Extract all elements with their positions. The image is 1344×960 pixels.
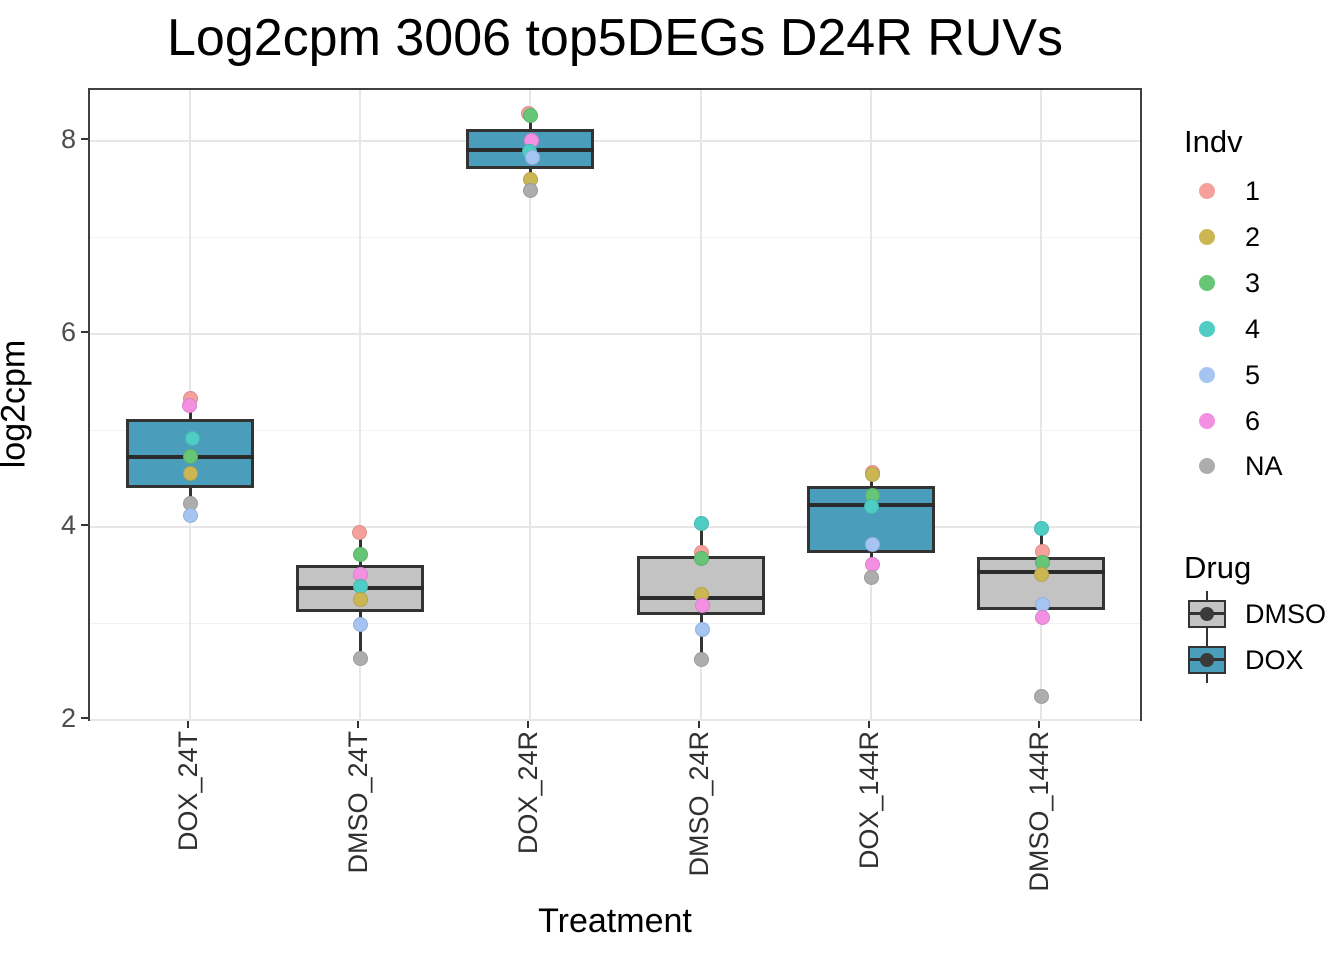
jitter-point-indv-4 [184,430,200,446]
jitter-point-indv-4 [1033,521,1049,537]
gridline-minor [90,430,1140,431]
legend-indv-label: 3 [1245,267,1261,298]
jitter-point-indv-5 [182,507,198,523]
legend-indv-swatch-NA [1199,458,1215,475]
jitter-point-indv-4 [693,515,709,531]
jitter-point-indv-NA [1033,689,1049,705]
gridline-minor [90,237,1140,238]
x-tick-label: DOX_144R [854,731,993,869]
jitter-point-indv-3 [182,449,198,465]
gridline-vertical [1040,90,1042,719]
legend-key-point [1200,653,1214,667]
legend-indv-swatch-3 [1199,274,1215,291]
x-tick-mark [1038,721,1040,728]
jitter-point-indv-5 [352,616,368,632]
legend-indv-swatch-2 [1199,228,1215,245]
jitter-point-indv-3 [522,108,538,124]
jitter-point-indv-6 [1034,610,1050,626]
legend-drug-key-DOX [1188,637,1226,683]
y-tick-label: 4 [60,510,76,540]
y-tick-mark [81,331,88,333]
legend-drug-key-DMSO [1188,591,1226,637]
legend-indv-title: Indv [1184,124,1243,159]
jitter-point-indv-1 [351,525,367,541]
legend-drug-label: DOX [1245,645,1304,675]
jitter-point-indv-5 [694,621,710,637]
legend-drug-label: DMSO [1245,599,1326,629]
jitter-point-indv-NA [693,651,709,667]
x-tick-mark [527,721,529,728]
chart-panel [88,88,1142,721]
x-tick-label: DMSO_24T [343,731,487,874]
y-tick-label: 2 [60,703,76,733]
x-tick-label: DMSO_144R [1024,731,1186,892]
y-tick-mark [81,524,88,526]
gridline-vertical [529,90,531,719]
x-tick-label-text: DOX_144R [854,731,884,870]
x-tick-label-text: DMSO_24T [343,731,373,874]
jitter-point-indv-2 [352,591,368,607]
x-axis-title: Treatment [538,902,692,940]
legend-indv-label: 5 [1245,359,1261,390]
jitter-point-indv-3 [693,551,709,567]
legend-drug-title: Drug [1184,550,1252,585]
legend-key-point [1200,607,1214,621]
x-tick-mark [868,721,870,728]
legend-indv-label: 4 [1245,313,1261,344]
plot-title: Log2cpm 3006 top5DEGs D24R RUVs [166,9,1063,67]
jitter-point-indv-2 [182,466,198,482]
jitter-point-indv-5 [524,149,540,165]
jitter-point-indv-2 [1033,566,1049,582]
x-tick-label: DMSO_24R [684,731,831,877]
legend-indv-label: 1 [1245,176,1261,206]
x-tick-label-text: DOX_24R [513,731,543,855]
legend-indv-swatch-4 [1199,320,1215,337]
jitter-point-indv-6 [694,597,710,613]
x-tick-label: DOX_24T [173,731,294,851]
legend-indv-swatch-1 [1199,183,1215,199]
gridline-minor [90,623,1140,624]
x-tick-label-text: DMSO_144R [1024,731,1054,892]
jitter-point-indv-3 [352,547,368,563]
x-tick-mark [187,721,189,728]
legend-indv-swatch-5 [1199,366,1215,383]
jitter-point-indv-NA [863,569,879,585]
x-tick-mark [698,721,700,728]
legend-indv-swatch-6 [1199,412,1215,429]
jitter-point-indv-4 [863,499,879,515]
jitter-point-indv-2 [864,467,880,483]
legend-indv-label: 6 [1245,405,1261,436]
jitter-point-indv-6 [181,397,197,413]
gridline-vertical [359,90,361,719]
gridline-major [90,526,1140,528]
y-tick-mark [81,138,88,140]
gridline-major [90,140,1140,142]
gridline-major [90,333,1140,335]
gridline-vertical [870,90,872,719]
y-tick-label: 8 [60,124,76,154]
jitter-point-indv-NA [352,650,368,666]
y-tick-label: 6 [60,317,76,347]
x-tick-label: DOX_24R [513,731,637,854]
x-tick-label-text: DMSO_24R [684,731,714,877]
legend-indv-label: NA [1245,451,1283,482]
x-tick-mark [357,721,359,728]
gridline-vertical [700,90,702,719]
jitter-point-indv-NA [522,182,538,198]
jitter-point-indv-5 [864,536,880,552]
legend-indv-label: 2 [1245,221,1261,252]
gridline-major [90,719,1140,721]
x-tick-label-text: DOX_24T [173,731,203,852]
y-tick-mark [81,717,88,719]
